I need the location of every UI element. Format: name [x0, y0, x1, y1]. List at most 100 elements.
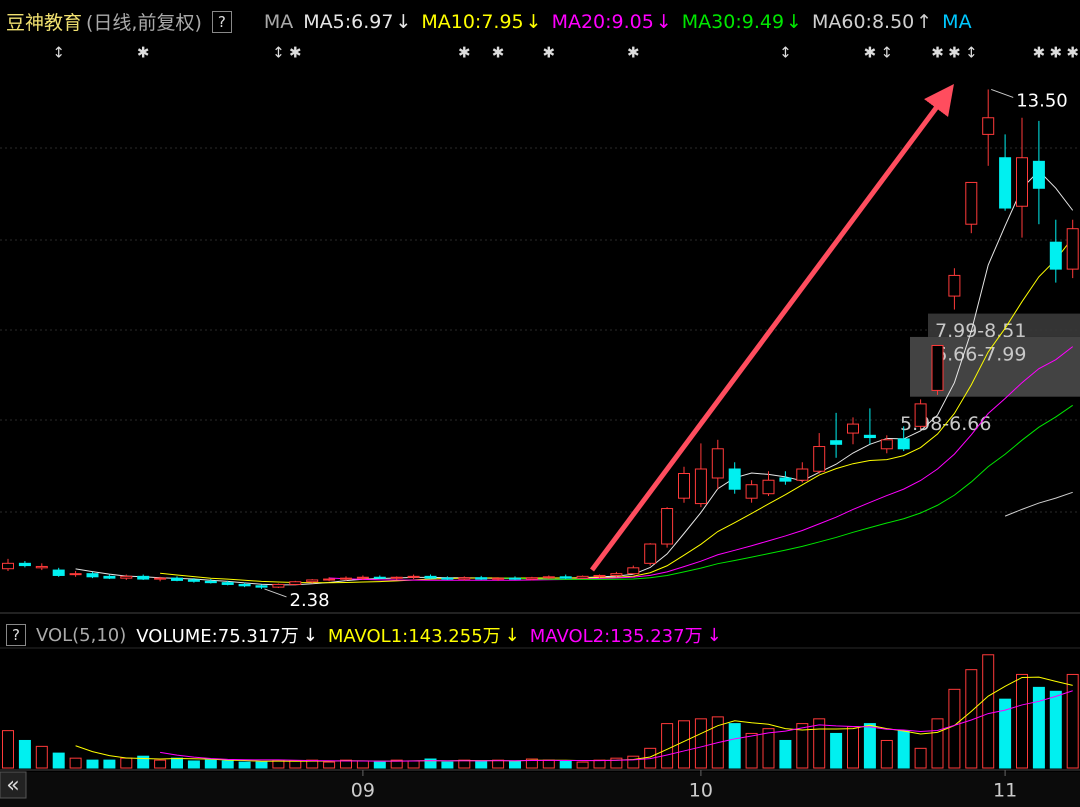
signal-icon: ✱ — [1033, 44, 1046, 62]
signal-icon: ↕ — [52, 44, 65, 62]
trend-arrow — [589, 83, 954, 572]
mavol-line — [160, 690, 1073, 762]
volume-bar — [897, 730, 910, 769]
candle-body — [492, 577, 505, 580]
volume-bar — [847, 726, 859, 769]
signal-icon: ✱ — [627, 44, 640, 62]
nav-label[interactable]: « — [6, 773, 19, 798]
volume-bar — [931, 718, 944, 769]
candle-body — [1032, 160, 1045, 189]
candle-body — [120, 575, 133, 579]
header: 豆神教育 (日线,前复权)? MA MA5:6.97 ↓ MA10:7.95 ↓ MA20:9… — [6, 8, 972, 35]
candle-body — [187, 579, 200, 582]
ma-trend: ↓ — [525, 10, 542, 33]
vol-trend: ↓ — [706, 624, 722, 646]
volume-bar — [52, 752, 65, 769]
candle-body — [559, 576, 572, 579]
candle-body — [52, 569, 65, 576]
volume-bar — [2, 730, 14, 769]
month-label: 09 — [351, 780, 375, 802]
signal-icon: ↕ — [779, 44, 792, 62]
candle-body — [931, 344, 944, 391]
volume-bar — [137, 755, 150, 769]
volume-bar — [289, 760, 302, 769]
candle-body — [694, 468, 707, 505]
candle-body — [863, 434, 876, 439]
volume-bar — [525, 758, 538, 769]
candle-body — [745, 484, 758, 499]
volume-bar — [441, 761, 454, 769]
nav-button[interactable] — [0, 771, 27, 799]
volume-bar — [475, 760, 488, 769]
volume-bar — [914, 747, 927, 769]
candle-body — [373, 576, 386, 579]
candle-body — [762, 479, 775, 495]
candle-body — [711, 448, 724, 479]
ma-trend: ↓ — [395, 10, 412, 33]
help-button[interactable]: ? — [211, 10, 232, 33]
ma-legend: MA30:9.49 — [681, 10, 785, 33]
candle-body — [103, 575, 116, 579]
candle-body — [661, 508, 674, 545]
ma-trend: ↓ — [786, 10, 802, 33]
volume-bar — [69, 757, 82, 769]
signal-icon: ✱ — [458, 44, 471, 62]
candle-body — [221, 582, 234, 585]
candle-body — [830, 440, 843, 445]
candle-body — [779, 477, 792, 482]
volume-bar — [1016, 673, 1028, 769]
volume-bar — [576, 761, 589, 769]
vol-legend: MAVOL2:135.237万 — [529, 626, 703, 647]
volume-bar — [221, 760, 234, 769]
vol-trend: ↓ — [302, 624, 318, 646]
ma-legend: MA10:7.95 — [421, 10, 524, 33]
volume-bar — [830, 732, 843, 769]
signal-icon: ✱ — [289, 44, 302, 62]
volume-bar — [948, 688, 961, 769]
volume-bar — [1032, 686, 1045, 769]
volume-bar — [340, 759, 352, 769]
candle-body — [1049, 241, 1062, 270]
volume-bar — [154, 759, 167, 769]
candle-body — [728, 468, 741, 490]
ma-legend: MA20:9.05 — [551, 10, 654, 33]
volume-bar — [779, 739, 792, 769]
month-label: 11 — [993, 780, 1017, 802]
candle-body — [35, 565, 48, 569]
volume-bar — [86, 759, 99, 769]
volume-bar — [35, 745, 48, 769]
ma-trend: ↑ — [916, 10, 933, 33]
candle-body — [965, 181, 978, 225]
ma-trend: ↓ — [655, 10, 672, 33]
signal-icon: ✱ — [948, 44, 961, 62]
volume-bar — [1049, 690, 1062, 769]
signal-icon: ✱ — [543, 44, 556, 62]
time-axis-bg — [0, 772, 1080, 807]
volume-bar — [762, 728, 775, 769]
ma-legend: MA — [942, 10, 972, 33]
candle-body — [69, 573, 82, 576]
volume-bar — [863, 723, 876, 769]
volume-bar — [390, 759, 403, 769]
candle-body — [323, 578, 336, 581]
grid — [0, 147, 1080, 513]
stock-name: 豆神教育 — [6, 12, 83, 34]
signal-icon: ↕ — [965, 44, 978, 62]
month-label: 10 — [689, 780, 713, 802]
volume-bar — [492, 759, 505, 769]
signal-icon: ✱ — [492, 44, 505, 62]
candle-body — [678, 472, 690, 499]
volume-bar — [627, 755, 640, 769]
volume-bar — [356, 760, 369, 769]
volume-bar — [796, 723, 809, 769]
candle-body — [306, 579, 319, 583]
candle-body — [255, 585, 268, 588]
candle-body — [441, 577, 454, 580]
volume-bar — [458, 759, 471, 769]
candle-body — [576, 575, 589, 579]
volume-bar — [728, 723, 741, 769]
candle-body — [154, 577, 167, 580]
zone-label: 6.66-7.99 — [935, 343, 1026, 365]
volume-bar — [204, 759, 217, 769]
